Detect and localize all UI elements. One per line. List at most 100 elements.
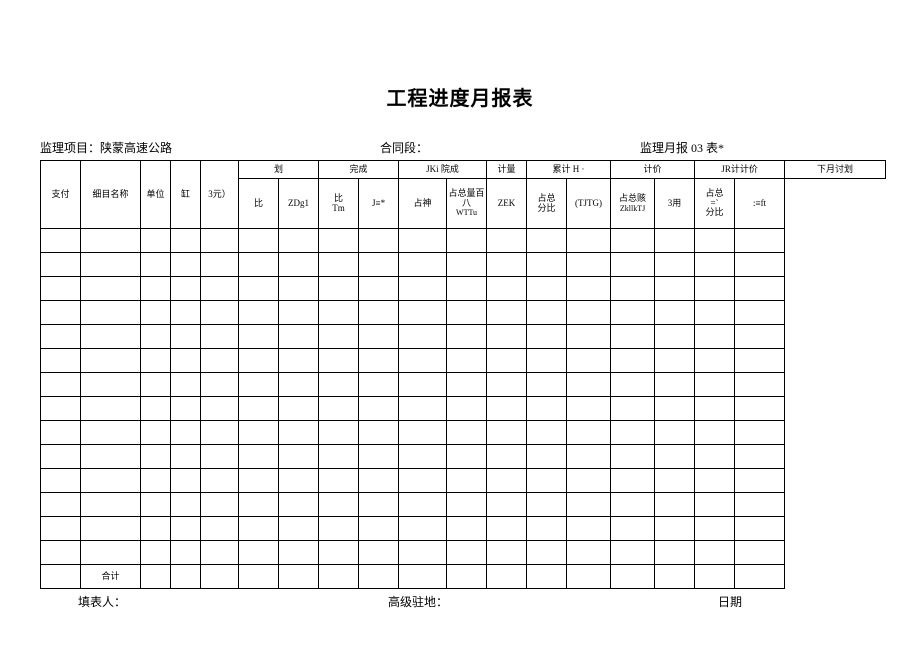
- table-cell: [359, 493, 399, 517]
- table-row: [41, 445, 886, 469]
- hdr-measure: 计量: [487, 161, 527, 179]
- table-cell: [279, 517, 319, 541]
- table-cell: [201, 493, 239, 517]
- table-cell: [201, 445, 239, 469]
- hdr-pay: 支付: [41, 161, 81, 229]
- table-cell: [447, 325, 487, 349]
- table-cell: [695, 325, 735, 349]
- table-cell: [319, 397, 359, 421]
- table-cell: [171, 565, 201, 589]
- table-cell: [41, 229, 81, 253]
- table-cell: [611, 325, 655, 349]
- table-cell: [735, 373, 785, 397]
- table-cell: [41, 397, 81, 421]
- table-cell: [279, 565, 319, 589]
- table-cell: [399, 301, 447, 325]
- table-cell: [695, 373, 735, 397]
- table-cell: [447, 469, 487, 493]
- table-cell: [655, 253, 695, 277]
- table-row: [41, 541, 886, 565]
- table-row: [41, 469, 886, 493]
- table-cell: [81, 229, 141, 253]
- table-cell: [279, 373, 319, 397]
- table-cell: [41, 301, 81, 325]
- table-cell: [239, 349, 279, 373]
- table-cell: [735, 541, 785, 565]
- table-cell: [567, 397, 611, 421]
- table-cell: [735, 421, 785, 445]
- hdr-unit: 单位: [141, 161, 171, 229]
- table-cell: [359, 421, 399, 445]
- table-cell: [279, 277, 319, 301]
- table-cell: [141, 445, 171, 469]
- table-cell: [171, 253, 201, 277]
- table-cell: [141, 469, 171, 493]
- table-cell: [527, 325, 567, 349]
- table-cell: [201, 565, 239, 589]
- table-cell: [81, 301, 141, 325]
- table-cell: [319, 421, 359, 445]
- table-cell: [141, 349, 171, 373]
- table-cell: [359, 373, 399, 397]
- table-cell: [171, 421, 201, 445]
- h2-c14: (TJTG): [567, 179, 611, 229]
- table-cell: [399, 469, 447, 493]
- table-cell: [81, 349, 141, 373]
- table-cell: [611, 229, 655, 253]
- table-cell: [447, 253, 487, 277]
- table-cell: [611, 517, 655, 541]
- table-cell: [201, 349, 239, 373]
- table-cell: [695, 421, 735, 445]
- table-cell: [279, 421, 319, 445]
- table-cell: [447, 517, 487, 541]
- table-cell: [527, 397, 567, 421]
- info-project: 监理项目：陕蒙高速公路: [40, 139, 380, 156]
- table-cell: [279, 253, 319, 277]
- h2-c17: 占总=`分比: [695, 179, 735, 229]
- table-cell: [735, 517, 785, 541]
- table-cell: [487, 541, 527, 565]
- table-cell: [81, 421, 141, 445]
- table-cell: [611, 253, 655, 277]
- table-cell: [319, 229, 359, 253]
- table-cell: [141, 373, 171, 397]
- table-cell: [399, 397, 447, 421]
- table-cell: [171, 493, 201, 517]
- table-cell: [487, 421, 527, 445]
- table-cell: [527, 493, 567, 517]
- table-cell: [611, 541, 655, 565]
- table-cell: [399, 541, 447, 565]
- table-cell: [695, 349, 735, 373]
- hdr-price: 计价: [611, 161, 695, 179]
- h2-c16: 3用: [655, 179, 695, 229]
- table-row: [41, 349, 886, 373]
- table-cell: [319, 349, 359, 373]
- table-cell: [81, 325, 141, 349]
- table-cell: [695, 301, 735, 325]
- table-row: [41, 277, 886, 301]
- table-cell: [447, 373, 487, 397]
- table-cell: [141, 493, 171, 517]
- table-cell: [527, 373, 567, 397]
- table-cell: [319, 517, 359, 541]
- table-cell: [141, 301, 171, 325]
- table-cell: [567, 349, 611, 373]
- table-cell: [399, 373, 447, 397]
- table-cell: [81, 445, 141, 469]
- table-cell: [171, 301, 201, 325]
- table-cell: [41, 325, 81, 349]
- table-cell: [735, 469, 785, 493]
- h2-c11: 占总量百八WTTu: [447, 179, 487, 229]
- table-cell: [695, 253, 735, 277]
- table-cell: [319, 253, 359, 277]
- table-cell: [319, 565, 359, 589]
- table-cell: [447, 541, 487, 565]
- table-cell: [735, 493, 785, 517]
- table-cell: [567, 373, 611, 397]
- table-cell: [611, 397, 655, 421]
- table-cell: [319, 445, 359, 469]
- table-cell: [399, 349, 447, 373]
- table-cell: [567, 253, 611, 277]
- table-cell: [239, 277, 279, 301]
- table-cell: [527, 541, 567, 565]
